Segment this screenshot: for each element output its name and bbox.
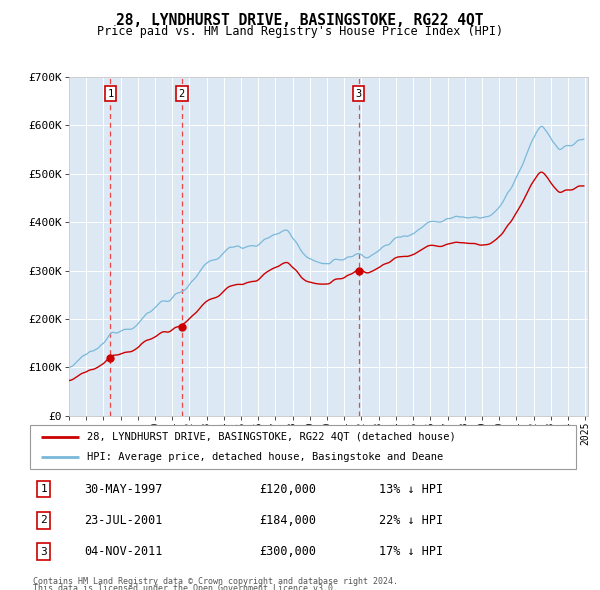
Text: Price paid vs. HM Land Registry's House Price Index (HPI): Price paid vs. HM Land Registry's House … <box>97 25 503 38</box>
Text: 28, LYNDHURST DRIVE, BASINGSTOKE, RG22 4QT: 28, LYNDHURST DRIVE, BASINGSTOKE, RG22 4… <box>116 13 484 28</box>
Text: 2: 2 <box>40 516 47 525</box>
Text: 28, LYNDHURST DRIVE, BASINGSTOKE, RG22 4QT (detached house): 28, LYNDHURST DRIVE, BASINGSTOKE, RG22 4… <box>88 432 456 442</box>
Text: £300,000: £300,000 <box>259 545 316 558</box>
Text: 04-NOV-2011: 04-NOV-2011 <box>85 545 163 558</box>
Text: Contains HM Land Registry data © Crown copyright and database right 2024.: Contains HM Land Registry data © Crown c… <box>33 577 398 586</box>
Text: 30-MAY-1997: 30-MAY-1997 <box>85 483 163 496</box>
Text: £184,000: £184,000 <box>259 514 316 527</box>
Text: 2: 2 <box>179 88 185 99</box>
Text: 22% ↓ HPI: 22% ↓ HPI <box>379 514 443 527</box>
Text: 3: 3 <box>40 547 47 556</box>
Text: £120,000: £120,000 <box>259 483 316 496</box>
Text: 1: 1 <box>40 484 47 494</box>
Text: This data is licensed under the Open Government Licence v3.0.: This data is licensed under the Open Gov… <box>33 584 338 590</box>
Text: 23-JUL-2001: 23-JUL-2001 <box>85 514 163 527</box>
Text: 17% ↓ HPI: 17% ↓ HPI <box>379 545 443 558</box>
Text: 1: 1 <box>107 88 113 99</box>
Text: HPI: Average price, detached house, Basingstoke and Deane: HPI: Average price, detached house, Basi… <box>88 452 443 462</box>
Text: 3: 3 <box>356 88 362 99</box>
Text: 13% ↓ HPI: 13% ↓ HPI <box>379 483 443 496</box>
